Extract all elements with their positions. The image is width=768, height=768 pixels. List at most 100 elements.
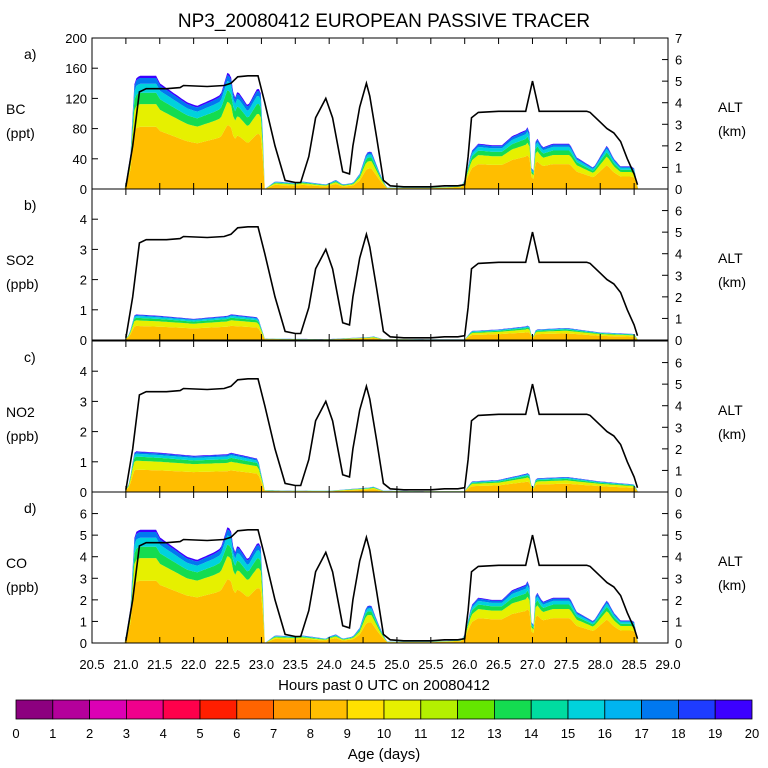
colorbar-tick-4: 4 (160, 726, 167, 741)
alt-unit-label-c: (km) (718, 426, 746, 442)
panel-label-a: a) (24, 46, 36, 62)
panel-label-d: d) (24, 500, 36, 516)
colorbar-swatch-4 (162, 699, 201, 720)
x-tick-label-1: 21.0 (113, 657, 138, 672)
alt-tick-label-d-5: 5 (675, 528, 682, 543)
colorbar-tick-15: 15 (561, 726, 575, 741)
alt-tick-label-b-0: 0 (675, 333, 682, 348)
colorbar-swatch-3 (126, 699, 164, 720)
panel-label-b: b) (24, 197, 36, 213)
chart-title: NP3_20080412 EUROPEAN PASSIVE TRACER (178, 11, 590, 32)
colorbar-tick-5: 5 (196, 726, 203, 741)
x-tick-label-11: 26.0 (452, 657, 477, 672)
altitude-line-c (125, 378, 639, 491)
colorbar-swatch-11 (420, 699, 458, 720)
species-label-d: CO (6, 555, 27, 571)
alt-tick-label-c-6: 6 (675, 356, 682, 371)
x-tick-label-4: 22.5 (215, 657, 240, 672)
panel-label-c: c) (24, 349, 36, 365)
tracer-band-a-1 (124, 101, 639, 189)
colorbar-swatch-19 (714, 699, 753, 720)
y-tick-label-c-2: 2 (80, 425, 87, 440)
y-tick-label-a-1: 40 (73, 152, 87, 167)
colorbar-tick-0: 0 (12, 726, 19, 741)
alt-tick-label-a-7: 7 (675, 31, 682, 46)
alt-tick-label-d-4: 4 (675, 550, 682, 565)
colorbar-swatch-14 (530, 699, 569, 720)
altitude-line-d (125, 529, 639, 642)
x-tick-label-13: 27.0 (520, 657, 545, 672)
y-tick-label-c-4: 4 (80, 364, 87, 379)
alt-tick-label-b-6: 6 (675, 204, 682, 219)
x-tick-label-16: 28.5 (621, 657, 646, 672)
colorbar-tick-19: 19 (708, 726, 722, 741)
x-tick-label-14: 27.5 (554, 657, 579, 672)
colorbar-swatch-5 (199, 699, 238, 720)
unit-label-b: (ppb) (6, 276, 39, 292)
colorbar-swatch-0 (15, 699, 54, 720)
x-tick-label-6: 23.5 (283, 657, 308, 672)
unit-label-c: (ppb) (6, 428, 39, 444)
tracer-band-a-2 (124, 90, 639, 189)
y-tick-label-b-2: 2 (80, 273, 87, 288)
alt-label-d: ALT (718, 553, 743, 569)
x-tick-label-3: 22.0 (181, 657, 206, 672)
x-tick-label-10: 25.5 (418, 657, 443, 672)
alt-label-a: ALT (718, 99, 743, 115)
y-tick-label-b-4: 4 (80, 212, 87, 227)
y-tick-label-d-3: 3 (80, 571, 87, 586)
tracer-band-b-1 (124, 320, 639, 340)
panel-a: 0 40 80 120 160 200 0 1 2 3 4 5 6 7 a) BC (ppt) ALT (km) (6, 31, 746, 197)
alt-tick-label-d-2: 2 (675, 593, 682, 608)
colorbar-tick-10: 10 (377, 726, 391, 741)
tracer-band-d-0 (124, 579, 639, 643)
colorbar-tick-13: 13 (487, 726, 501, 741)
colorbar-swatch-10 (383, 699, 422, 720)
alt-tick-label-d-0: 0 (675, 636, 682, 651)
colorbar-swatch-6 (236, 699, 275, 720)
colorbar-swatch-8 (309, 699, 348, 720)
colorbar-tick-12: 12 (450, 726, 464, 741)
alt-label-c: ALT (718, 402, 743, 418)
tracer-band-b-0 (124, 325, 639, 340)
plot-frame-d (91, 491, 669, 644)
alt-tick-label-a-1: 1 (675, 160, 682, 175)
colorbar-tick-1: 1 (49, 726, 56, 741)
colorbar-tick-16: 16 (598, 726, 612, 741)
y-tick-label-a-4: 160 (65, 61, 87, 76)
species-label-a: BC (6, 101, 25, 117)
y-tick-label-c-3: 3 (80, 394, 87, 409)
colorbar-tick-2: 2 (86, 726, 93, 741)
alt-tick-label-c-1: 1 (675, 463, 682, 478)
alt-label-b: ALT (718, 250, 743, 266)
colorbar-swatch-15 (567, 699, 606, 720)
alt-unit-label-b: (km) (718, 274, 746, 290)
alt-tick-label-c-0: 0 (675, 485, 682, 500)
alt-tick-label-c-3: 3 (675, 420, 682, 435)
alt-tick-label-d-6: 6 (675, 507, 682, 522)
alt-tick-label-a-4: 4 (675, 96, 682, 111)
y-tick-label-d-5: 5 (80, 528, 87, 543)
colorbar-swatch-18 (678, 699, 716, 720)
colorbar-tick-6: 6 (233, 726, 240, 741)
panel-b: 0 1 2 3 4 0 1 2 3 4 5 6 b) SO2 (ppb) ALT (km) (6, 188, 746, 348)
y-tick-label-b-0: 0 (80, 333, 87, 348)
colorbar-swatch-12 (457, 699, 495, 720)
colorbar-tick-9: 9 (344, 726, 351, 741)
colorbar-tick-11: 11 (414, 726, 428, 741)
colorbar-swatch-17 (641, 699, 679, 720)
alt-tick-label-d-1: 1 (675, 614, 682, 629)
species-label-c: NO2 (6, 404, 35, 420)
x-tick-label-8: 24.5 (350, 657, 375, 672)
panel-c: 0 1 2 3 4 0 1 2 3 4 5 6 c) NO2 (ppb) ALT (km) (6, 340, 746, 500)
colorbar-tick-17: 17 (634, 726, 648, 741)
y-tick-label-d-6: 6 (80, 507, 87, 522)
y-tick-label-d-2: 2 (80, 593, 87, 608)
tracer-band-c-0 (124, 469, 639, 492)
y-tick-label-d-4: 4 (80, 550, 87, 565)
colorbar-swatch-13 (493, 699, 532, 720)
y-tick-label-b-3: 3 (80, 242, 87, 257)
colorbar-swatch-9 (346, 699, 385, 720)
y-tick-label-c-1: 1 (80, 455, 87, 470)
